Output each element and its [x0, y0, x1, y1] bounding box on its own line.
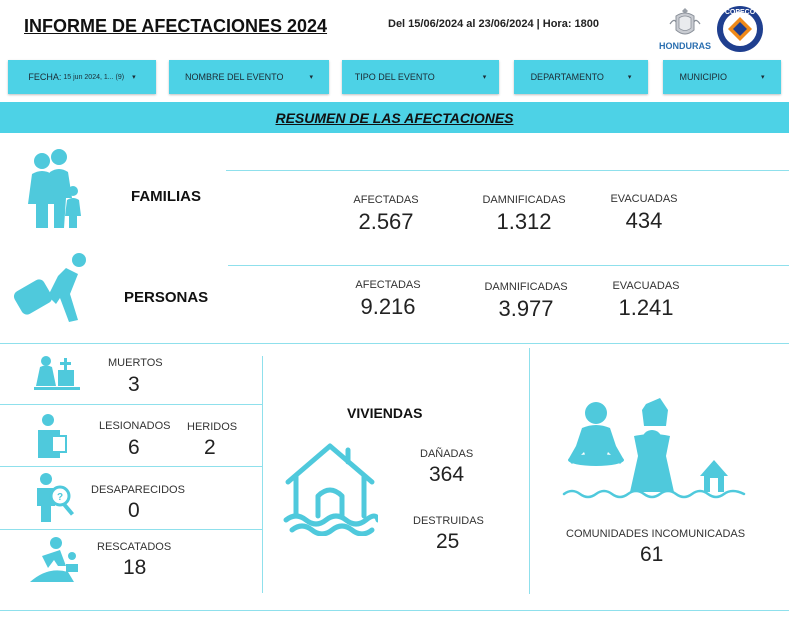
- dropdown-caret-icon: ▾: [309, 74, 314, 81]
- personas-label: PERSONAS: [124, 289, 209, 306]
- evacuee-icon: [12, 250, 90, 328]
- divider: [0, 529, 262, 530]
- familias-afectadas-value: 2.567: [358, 209, 414, 234]
- familias-damnificadas-value: 1.312: [496, 209, 552, 234]
- divider: [529, 348, 530, 594]
- family-icon: [26, 148, 84, 230]
- divider: [262, 356, 263, 593]
- injured-icon: [36, 412, 68, 460]
- filter-departamento[interactable]: DEPARTAMENTO ▾: [514, 60, 648, 94]
- honduras-logo-text: HONDURAS: [659, 41, 711, 51]
- honduras-emblem-icon: HONDURAS: [656, 4, 714, 54]
- divider: [0, 404, 262, 405]
- svg-text:?: ?: [57, 492, 63, 503]
- filter-municipio[interactable]: MUNICIPIO ▾: [663, 60, 781, 94]
- divider: [226, 170, 789, 171]
- lesionados-value: 6: [128, 436, 140, 459]
- familias-evacuadas-value: 434: [625, 208, 663, 233]
- divider: [0, 610, 789, 611]
- rescatados-label: RESCATADOS: [97, 541, 172, 553]
- filter-evento-label: NOMBRE DEL EVENTO: [184, 72, 284, 82]
- divider: [0, 466, 262, 467]
- comunidades-value: 61: [640, 543, 664, 566]
- personas-afectadas-value: 9.216: [360, 294, 416, 319]
- personas-evacuadas-value: 1.241: [618, 295, 674, 320]
- copeco-logo-icon: COPECO: [716, 5, 764, 53]
- death-icon: [34, 354, 80, 392]
- missing-person-icon: ?: [34, 472, 76, 524]
- personas-evacuadas-label: EVACUADAS: [612, 280, 680, 292]
- dropdown-caret-icon: ▾: [132, 74, 136, 81]
- viviendas-danadas-value: 364: [429, 463, 465, 486]
- summary-banner: RESUMEN DE LAS AFECTACIONES: [0, 102, 789, 133]
- dropdown-caret-icon: ▾: [627, 74, 632, 81]
- viviendas-danadas-label: DAÑADAS: [420, 448, 474, 460]
- isolated-community-icon: [562, 396, 748, 502]
- copeco-logo-text: COPECO: [725, 9, 756, 16]
- rescatados-value: 18: [123, 556, 147, 579]
- filter-tipo-evento[interactable]: TIPO DEL EVENTO ▾: [342, 60, 499, 94]
- date-range: Del 15/06/2024 al 23/06/2024 | Hora: 180…: [388, 18, 600, 30]
- divider: [228, 265, 789, 266]
- dropdown-caret-icon: ▾: [482, 74, 487, 81]
- viviendas-destruidas-label: DESTRUIDAS: [413, 515, 484, 527]
- rescue-icon: [28, 536, 82, 586]
- filter-nombre-evento[interactable]: NOMBRE DEL EVENTO ▾: [169, 60, 329, 94]
- personas-damnificadas-value: 3.977: [498, 296, 554, 321]
- flooded-house-icon: [282, 440, 378, 536]
- familias-afectadas-label: AFECTADAS: [353, 194, 419, 206]
- desaparecidos-value: 0: [128, 499, 140, 522]
- familias-damnificadas-label: DAMNIFICADAS: [482, 194, 566, 206]
- page-title: INFORME DE AFECTACIONES 2024: [24, 16, 328, 36]
- filter-tipo-label: TIPO DEL EVENTO: [354, 72, 435, 82]
- filter-municipio-label: MUNICIPIO: [679, 72, 727, 82]
- familias-evacuadas-label: EVACUADAS: [610, 193, 678, 205]
- personas-damnificadas-label: DAMNIFICADAS: [484, 281, 568, 293]
- viviendas-label: VIVIENDAS: [347, 405, 423, 421]
- heridos-value: 2: [204, 436, 216, 459]
- muertos-value: 3: [128, 373, 140, 396]
- filter-fecha-value: 15 jun 2024, 1... (9): [63, 73, 125, 81]
- familias-label: FAMILIAS: [131, 188, 201, 205]
- filter-departamento-label: DEPARTAMENTO: [530, 72, 604, 82]
- filter-fecha-label: FECHA:: [28, 72, 62, 82]
- heridos-label: HERIDOS: [187, 421, 238, 433]
- filter-fecha[interactable]: FECHA: 15 jun 2024, 1... (9) ▾: [8, 60, 156, 94]
- personas-afectadas-label: AFECTADAS: [355, 279, 421, 291]
- dropdown-caret-icon: ▾: [761, 74, 765, 81]
- comunidades-label: COMUNIDADES INCOMUNICADAS: [566, 528, 746, 540]
- desaparecidos-label: DESAPARECIDOS: [91, 484, 185, 496]
- viviendas-destruidas-value: 25: [436, 530, 460, 553]
- divider: [0, 343, 789, 344]
- muertos-label: MUERTOS: [108, 357, 163, 369]
- lesionados-label: LESIONADOS: [99, 420, 171, 432]
